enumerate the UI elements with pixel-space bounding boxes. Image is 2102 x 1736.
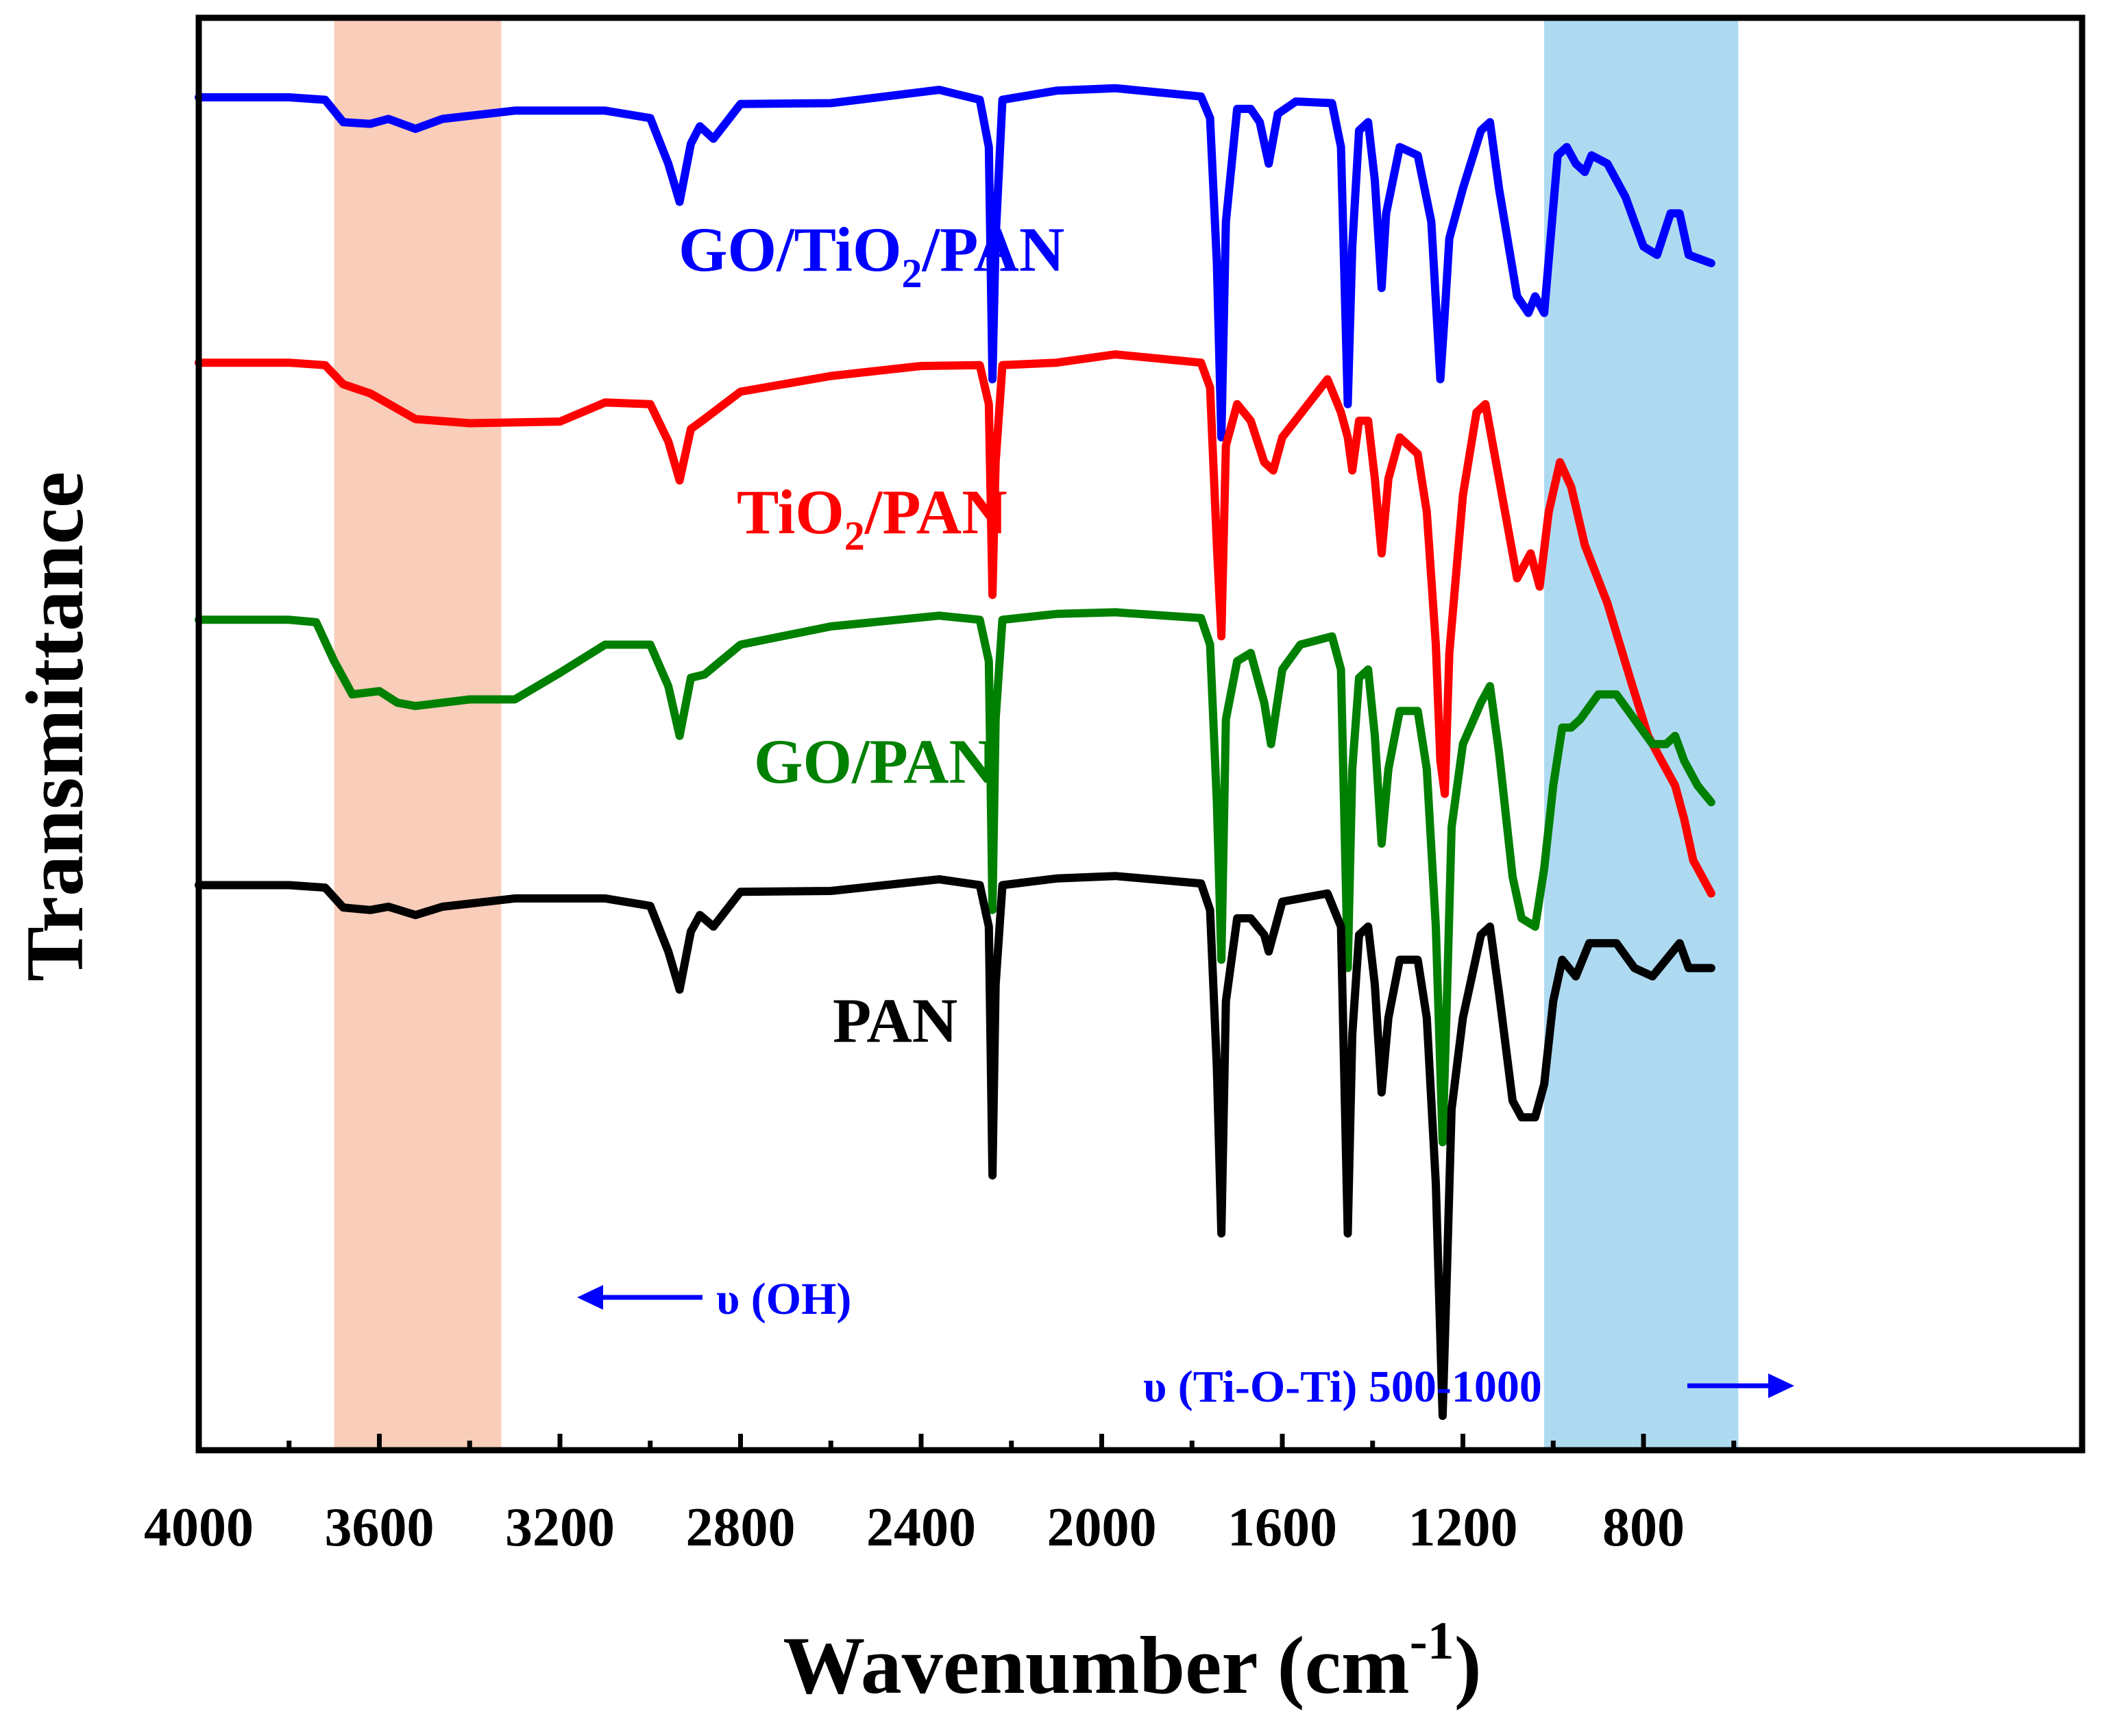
tioti-annotation: υ (Ti-O-Ti) 500-1000 <box>1143 1362 1794 1412</box>
series-lines <box>195 84 1715 1420</box>
tioti-annotation-text: υ (Ti-O-Ti) 500-1000 <box>1143 1362 1542 1412</box>
x-tick-label: 2400 <box>866 1497 976 1558</box>
oh-arrowhead <box>577 1285 603 1310</box>
x-axis-ticks <box>196 1434 1737 1450</box>
y-axis-title: Transmittance <box>9 472 100 981</box>
oh-annotation: υ (OH) <box>577 1274 851 1324</box>
series-line-go-pan <box>195 608 1715 1147</box>
series-label-tio2-pan: TiO2/PAN <box>737 477 1007 559</box>
tioti-arrowhead <box>1768 1373 1794 1398</box>
x-tick-label: 1600 <box>1227 1497 1337 1558</box>
x-tick-label: 800 <box>1602 1497 1685 1558</box>
plot-frame <box>195 14 2086 1454</box>
x-axis-title: Wavenumber (cm-1) <box>783 1611 1481 1711</box>
x-tick-label: 4000 <box>144 1497 254 1558</box>
x-axis-tick-labels: 4000 3600 3200 2800 2400 2000 1600 1200 800 <box>144 1497 1685 1558</box>
band-0 <box>334 18 502 1450</box>
oh-annotation-text: υ (OH) <box>716 1274 851 1324</box>
series-line-go-tio2-pan <box>195 84 1715 442</box>
series-line-tio2-pan <box>195 350 1715 898</box>
x-tick-label: 3600 <box>325 1497 435 1558</box>
x-tick-label: 2000 <box>1047 1497 1157 1558</box>
x-tick-label: 1200 <box>1408 1497 1518 1558</box>
series-label-go-tio2-pan: GO/TiO2/PAN <box>679 215 1064 296</box>
series-label-go-pan: GO/PAN <box>754 726 994 796</box>
x-tick-label: 2800 <box>686 1497 796 1558</box>
series-line-pan <box>195 872 1715 1420</box>
series-label-pan: PAN <box>833 986 957 1055</box>
x-tick-label: 3200 <box>505 1497 615 1558</box>
